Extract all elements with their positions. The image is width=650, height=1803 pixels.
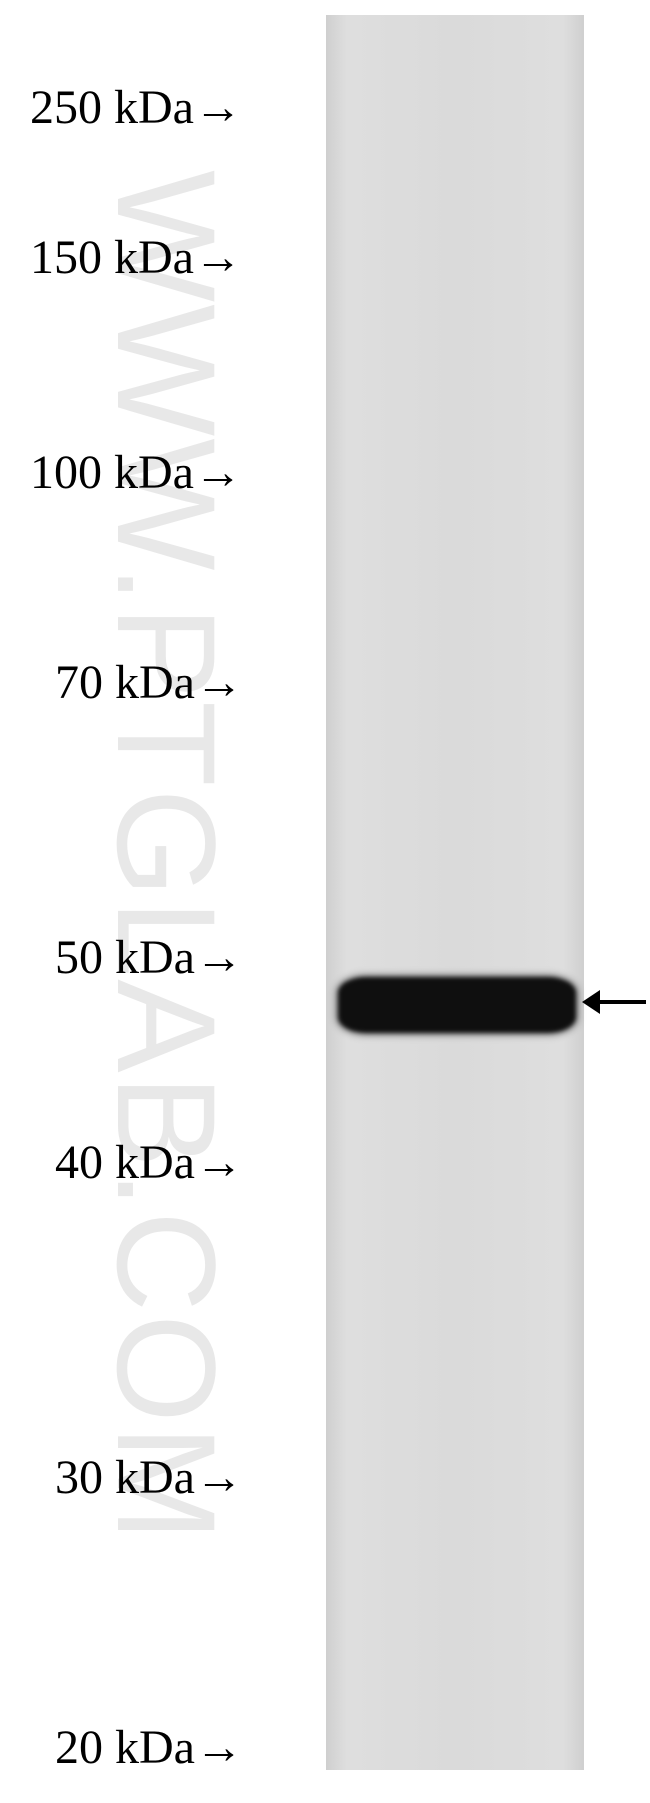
marker-100kda: 100 kDa→: [30, 445, 242, 500]
marker-label-text: 20 kDa: [55, 1721, 195, 1774]
arrow-right-icon: →: [194, 234, 242, 282]
watermark-text: WWW.PTGLAB.COM: [85, 170, 247, 1544]
arrow-right-icon: →: [194, 449, 242, 497]
blot-lane: [326, 15, 584, 1770]
marker-30kda: 30 kDa→: [55, 1450, 243, 1505]
marker-20kda: 20 kDa→: [55, 1720, 243, 1775]
marker-50kda: 50 kDa→: [55, 930, 243, 985]
marker-label-text: 40 kDa: [55, 1136, 195, 1189]
marker-250kda: 250 kDa→: [30, 80, 242, 135]
arrow-right-icon: →: [195, 1454, 243, 1502]
arrow-right-icon: →: [194, 84, 242, 132]
marker-label-text: 150 kDa: [30, 231, 194, 284]
arrow-right-icon: →: [195, 1724, 243, 1772]
western-blot-figure: WWW.PTGLAB.COM 250 kDa→ 150 kDa→ 100 kDa…: [0, 0, 650, 1803]
marker-40kda: 40 kDa→: [55, 1135, 243, 1190]
marker-label-text: 70 kDa: [55, 656, 195, 709]
arrow-right-icon: →: [195, 934, 243, 982]
arrow-right-icon: →: [195, 1139, 243, 1187]
band-pointer-arrow-icon: [596, 1000, 646, 1004]
marker-70kda: 70 kDa→: [55, 655, 243, 710]
arrow-right-icon: →: [195, 659, 243, 707]
protein-band: [338, 977, 576, 1033]
marker-label-text: 100 kDa: [30, 446, 194, 499]
marker-label-text: 250 kDa: [30, 81, 194, 134]
marker-150kda: 150 kDa→: [30, 230, 242, 285]
marker-label-text: 30 kDa: [55, 1451, 195, 1504]
marker-label-text: 50 kDa: [55, 931, 195, 984]
